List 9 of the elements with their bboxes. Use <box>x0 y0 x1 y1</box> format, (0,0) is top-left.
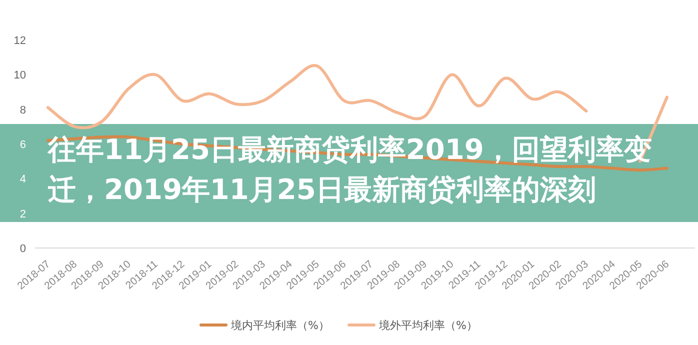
y-tick-label: 4 <box>20 174 26 186</box>
y-tick-label: 10 <box>14 70 26 82</box>
y-tick-label: 6 <box>20 139 26 151</box>
y-tick-label: 2 <box>20 208 26 220</box>
legend-label: 境外平均利率（%） <box>378 319 478 332</box>
y-tick-label: 8 <box>20 104 26 116</box>
y-tick-label: 12 <box>14 35 26 47</box>
y-tick-label: 0 <box>20 243 26 255</box>
legend-label: 境内平均利率（%） <box>230 319 330 332</box>
